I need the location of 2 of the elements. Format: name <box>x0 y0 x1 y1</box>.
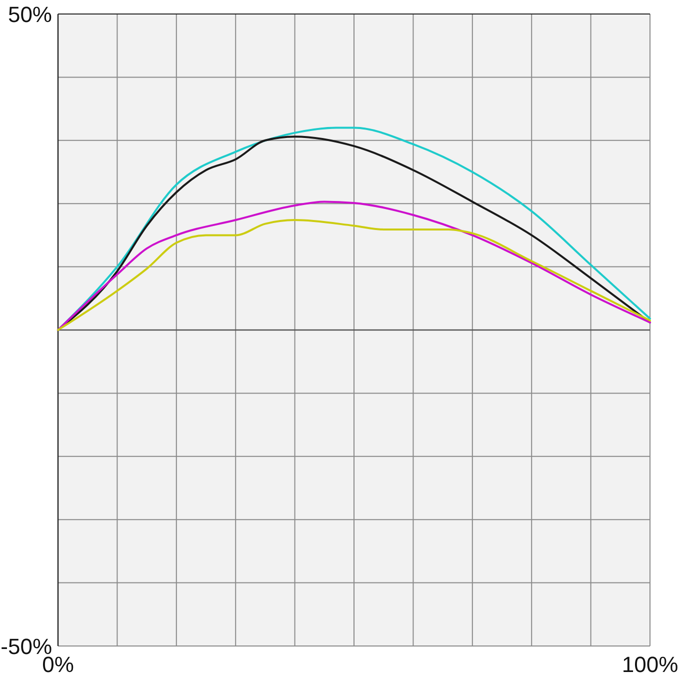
y-tick-label: 50% <box>8 2 52 27</box>
x-tick-label: 100% <box>622 652 678 677</box>
